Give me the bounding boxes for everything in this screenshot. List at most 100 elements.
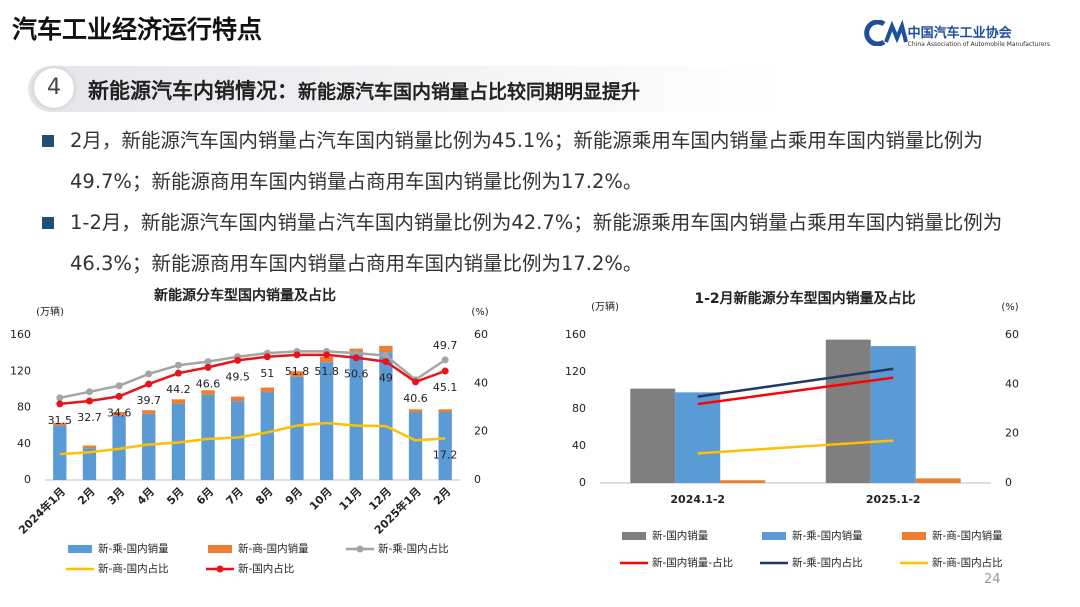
data-label: 31.5: [48, 414, 73, 427]
line-marker: [115, 382, 123, 390]
line-series: [697, 367, 894, 398]
bar: [171, 399, 186, 404]
data-label: 44.2: [166, 383, 191, 396]
bar: [630, 388, 676, 483]
line-series: [697, 439, 894, 455]
line-marker: [412, 378, 420, 386]
legend-label: 新-国内销量: [652, 529, 709, 542]
bar: [349, 354, 363, 480]
bar: [408, 412, 423, 480]
y2-tick-label: 60: [1005, 328, 1019, 341]
data-label: 32.7: [77, 411, 102, 424]
logo: 中国汽车工业协会 China Association of Automobile …: [908, 22, 1050, 48]
bar: [870, 346, 916, 483]
data-label: 51: [260, 367, 274, 380]
bar: [260, 392, 274, 480]
line-series: [59, 353, 446, 406]
y-tick-label: 40: [17, 437, 31, 450]
line-marker: [115, 392, 123, 400]
bar: [408, 409, 423, 413]
line-series: [59, 350, 446, 400]
bar: [825, 339, 871, 483]
bar: [142, 413, 156, 480]
legend-swatch: [622, 532, 646, 540]
bullet: 1-2月，新能源汽车国内销量占汽车国内销量比例为42.7%；新能源乘用车国内销量…: [40, 202, 1050, 284]
bar: [379, 352, 393, 480]
legend-swatch: [68, 545, 92, 553]
heading-main: 新能源汽车内销情况：: [88, 79, 298, 103]
x-tick-label: 5月: [164, 485, 186, 507]
line-marker: [85, 397, 93, 405]
y2-tick-label: 0: [1005, 476, 1012, 489]
legend-label: 新-乘-国内占比: [792, 556, 863, 569]
page-number: 24: [984, 572, 1001, 587]
logo-name: 中国汽车工业协会: [907, 26, 1012, 41]
x-tick-label: 11月: [337, 485, 365, 513]
legend-marker: [216, 565, 224, 573]
line-marker: [145, 370, 153, 378]
bar: [231, 401, 245, 480]
bar: [142, 410, 156, 414]
data-label: 46.6: [196, 377, 221, 390]
x-tick-label: 10月: [307, 485, 335, 513]
x-tick-label: 3月: [105, 485, 127, 507]
line-marker: [234, 356, 242, 364]
bar: [201, 394, 215, 480]
line-marker: [441, 356, 449, 364]
y2-tick-label: 20: [474, 425, 488, 438]
line-marker: [145, 380, 153, 388]
legend-label: 新-商-国内占比: [932, 556, 1003, 569]
data-label: 45.1: [433, 381, 458, 394]
line-series: [697, 376, 894, 406]
legend-label: 新-商-国内销量: [238, 542, 309, 555]
bar: [82, 445, 97, 449]
y2-tick-label: 0: [474, 473, 481, 486]
bar: [260, 387, 274, 393]
line-marker: [293, 351, 301, 359]
legend-swatch: [902, 532, 926, 540]
y-tick-label: 120: [10, 364, 31, 377]
y2-axis-label: (%): [1001, 302, 1018, 313]
y2-tick-label: 40: [474, 376, 488, 389]
bar: [231, 396, 245, 402]
x-tick-label: 6月: [194, 485, 216, 507]
line-marker: [382, 358, 390, 366]
y-tick-label: 80: [17, 401, 31, 414]
line-marker: [174, 361, 182, 369]
logo-subtitle: China Association of Automobile Manufact…: [907, 41, 1050, 48]
line-marker: [85, 388, 93, 396]
bar: [319, 356, 334, 363]
y-tick-label: 120: [565, 365, 586, 378]
line-marker: [56, 400, 64, 408]
legend-swatch: [208, 545, 232, 553]
heading-sub: 新能源汽车国内销量占比较同期明显提升: [298, 81, 641, 103]
data-label: 34.6: [107, 406, 132, 419]
bar: [915, 478, 961, 483]
legend-label: 新-国内销量-占比: [652, 556, 733, 569]
data-label: 49: [379, 372, 393, 385]
bar: [438, 412, 452, 480]
x-tick-label: 9月: [283, 485, 305, 507]
bar: [720, 480, 766, 483]
y-tick-label: 160: [10, 328, 31, 341]
line-marker: [204, 363, 212, 371]
x-tick-label: 2月: [75, 485, 97, 507]
legend-label: 新-国内占比: [238, 562, 294, 575]
y-tick-label: 0: [24, 473, 31, 486]
line-marker: [263, 353, 271, 361]
legend-label: 新-商-国内占比: [98, 562, 169, 575]
slide-title: 汽车工业经济运行特点: [12, 15, 263, 44]
section-heading: 新能源汽车内销情况：新能源汽车国内销量占比较同期明显提升: [88, 75, 640, 105]
y2-tick-label: 20: [1005, 427, 1019, 440]
chart-title: 新能源分车型国内销量及占比: [154, 287, 336, 304]
y2-tick-label: 60: [474, 328, 488, 341]
data-label: 17.2: [433, 448, 458, 461]
bar: [438, 409, 452, 413]
line-marker: [56, 394, 64, 402]
bar: [53, 422, 67, 426]
x-tick-label: 7月: [224, 485, 246, 507]
chart-title: 1-2月新能源分车型国内销量及占比: [694, 290, 915, 307]
legend-marker: [356, 545, 364, 553]
bar: [675, 392, 721, 483]
